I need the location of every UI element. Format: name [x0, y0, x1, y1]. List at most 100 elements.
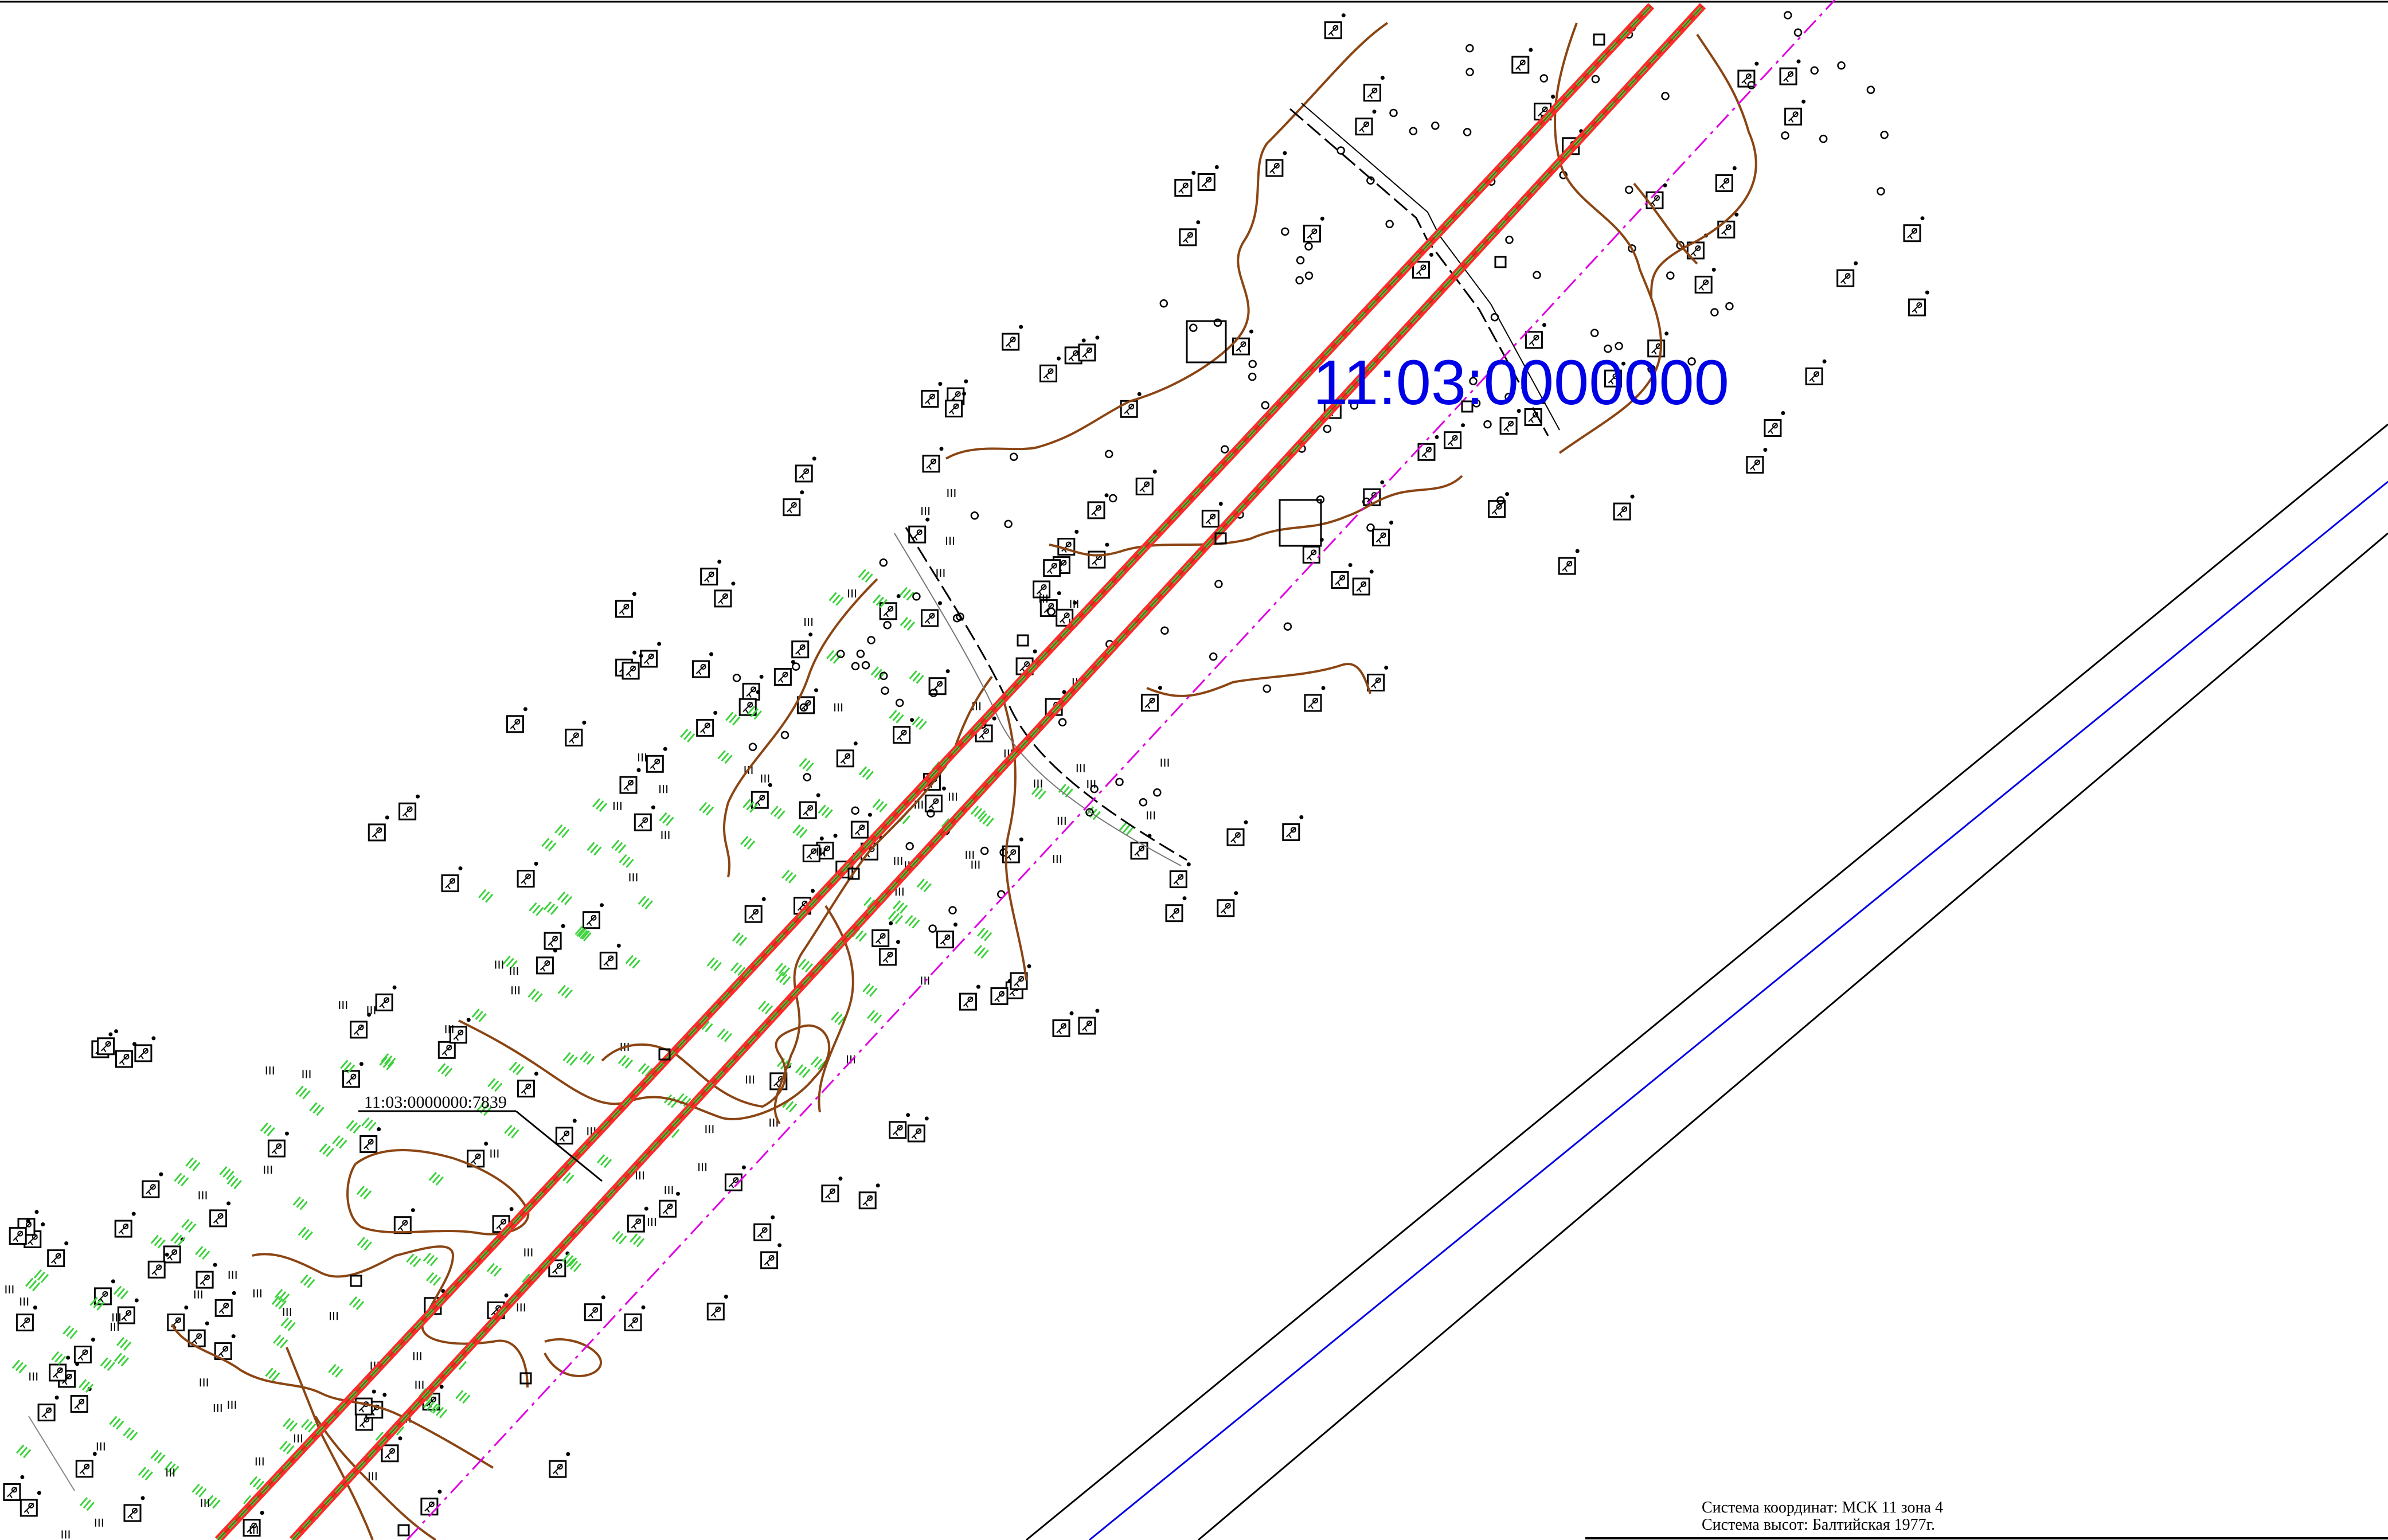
- bush-symbol-icon: [50, 1351, 67, 1366]
- channel-lines: [1026, 423, 2388, 1540]
- survey-point-icon: [1533, 271, 1541, 280]
- survey-point-icon: [851, 806, 859, 815]
- survey-point-icon: [1819, 134, 1828, 143]
- tree-symbol-icon: [1363, 75, 1386, 102]
- bush-symbol-icon: [319, 1143, 335, 1158]
- tree-symbol-icon: [646, 746, 669, 773]
- bush-symbol-icon: [331, 1135, 347, 1150]
- tree-symbol-icon: [97, 1028, 119, 1056]
- tree-symbol-icon: [1488, 491, 1510, 518]
- tree-symbol-icon: [544, 923, 566, 950]
- tree-symbol-icon: [1324, 12, 1347, 40]
- meadow-hatch-icon: [330, 1311, 338, 1321]
- bush-symbol-icon: [858, 766, 874, 780]
- survey-point-icon: [1279, 499, 1322, 547]
- meadow-hatch-icon: [647, 1217, 656, 1227]
- bush-symbol-icon: [974, 944, 990, 959]
- survey-point-icon: [1409, 127, 1418, 135]
- tree-symbol-icon: [393, 1207, 416, 1234]
- tree-symbol-icon: [1805, 358, 1828, 385]
- bush-symbol-icon: [619, 854, 634, 869]
- bush-symbol-icon: [191, 1483, 207, 1498]
- pole-icon: [397, 1524, 410, 1537]
- tree-symbol-icon: [753, 1214, 776, 1241]
- survey-point-icon: [1465, 44, 1474, 53]
- meadow-hatch-icon: [761, 773, 769, 783]
- tree-symbol-icon: [928, 668, 951, 695]
- bush-symbol-icon: [122, 1426, 138, 1441]
- survey-point-icon: [1214, 580, 1223, 588]
- tree-symbol-icon: [15, 1304, 38, 1332]
- meadow-hatch-icon: [1147, 811, 1155, 820]
- bush-symbol-icon: [658, 812, 674, 827]
- tree-symbol-icon: [565, 720, 587, 746]
- survey-point-icon: [948, 906, 957, 914]
- bush-symbol-icon: [150, 1449, 166, 1464]
- tree-symbol-icon: [922, 445, 944, 473]
- bush-symbol-icon: [706, 957, 722, 972]
- pole-icon: [1017, 634, 1029, 647]
- survey-point-icon: [1590, 329, 1599, 338]
- tree-symbol-icon: [1226, 819, 1249, 846]
- bush-symbol-icon: [11, 1359, 28, 1374]
- meadow-hatch-icon: [20, 1297, 29, 1307]
- tree-symbol-icon: [37, 1394, 60, 1422]
- meadow-hatch-icon: [1053, 854, 1061, 863]
- tree-symbol-icon: [1355, 108, 1377, 136]
- bush-symbol-icon: [455, 1389, 471, 1404]
- meadow-hatch-icon: [61, 1530, 70, 1539]
- tree-symbol-icon: [871, 920, 894, 947]
- tree-symbol-icon: [555, 1117, 578, 1145]
- survey-point-icon: [1877, 187, 1885, 196]
- tree-symbol-icon: [615, 591, 638, 618]
- meadow-hatch-icon: [966, 850, 974, 859]
- bush-symbol-icon: [976, 927, 992, 942]
- meadow-hatch-icon: [524, 1248, 533, 1257]
- survey-point-icon: [1783, 11, 1792, 19]
- bush-symbol-icon: [562, 1052, 579, 1066]
- bush-symbol-icon: [62, 1325, 78, 1340]
- meadow-hatch-icon: [253, 1288, 261, 1298]
- meadow-hatch-icon: [95, 1518, 103, 1527]
- survey-point-icon: [1209, 652, 1218, 661]
- tree-symbol-icon: [467, 1140, 489, 1168]
- height-system-text: Система высот: Балтийская 1977г.: [1702, 1516, 1935, 1534]
- survey-point-icon: [1281, 227, 1289, 236]
- survey-point-icon: [1323, 424, 1332, 433]
- survey-point-icon: [1220, 445, 1229, 454]
- meadow-hatch-icon: [264, 1165, 272, 1175]
- bush-symbol-icon: [503, 1124, 519, 1139]
- survey-point-icon: [1108, 494, 1117, 503]
- bush-symbol-icon: [423, 1252, 439, 1267]
- tree-symbol-icon: [142, 1171, 164, 1198]
- survey-point-icon: [867, 636, 876, 644]
- tree-symbol-icon: [921, 600, 943, 627]
- tree-symbol-icon: [73, 1336, 96, 1363]
- bush-symbol-icon: [872, 798, 888, 813]
- tree-symbol-icon: [368, 814, 390, 842]
- bush-symbol-icon: [698, 802, 714, 816]
- bush-symbol-icon: [309, 1101, 325, 1116]
- meadow-hatch-icon: [200, 1378, 208, 1387]
- survey-point-icon: [895, 698, 904, 708]
- bush-symbol-icon: [181, 1218, 197, 1233]
- tree-symbol-icon: [907, 1115, 930, 1143]
- contour-lines: [171, 22, 1757, 1540]
- tree-symbol-icon: [795, 455, 818, 483]
- tree-symbol-icon: [1078, 334, 1100, 362]
- survey-point-icon: [1304, 242, 1313, 251]
- bush-symbol-icon: [425, 1272, 441, 1287]
- tree-symbol-icon: [517, 861, 540, 888]
- meadow-hatch-icon: [769, 1117, 778, 1127]
- survey-point-icon: [1004, 519, 1013, 529]
- survey-point-icon: [1625, 185, 1633, 194]
- tree-symbol-icon: [506, 706, 529, 733]
- meadow-hatch-icon: [511, 986, 520, 995]
- bush-symbol-icon: [282, 1417, 298, 1432]
- tree-symbol-icon: [420, 1488, 443, 1516]
- survey-point-icon: [1159, 299, 1168, 308]
- survey-point-icon: [1837, 61, 1846, 70]
- meadow-hatch-icon: [665, 1185, 673, 1195]
- tree-symbol-icon: [700, 558, 722, 586]
- survey-point-icon: [1139, 798, 1148, 807]
